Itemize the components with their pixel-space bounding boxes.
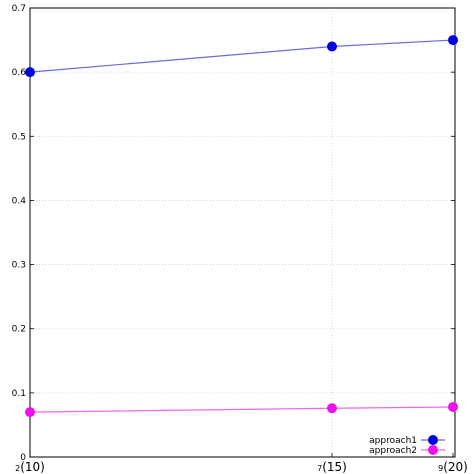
y-tick-label: 0.1 bbox=[12, 389, 26, 399]
legend-marker-approach1 bbox=[428, 435, 438, 445]
y-tick-label: 0.7 bbox=[12, 4, 26, 14]
axis-layer: 0 0.1 0.2 0.3 0.4 0.5 0.6 0.7 2(10) 7(15) 9(20) bbox=[12, 4, 468, 474]
data-point-approach1 bbox=[327, 41, 337, 52]
y-tick-label: 0 bbox=[20, 453, 26, 463]
data-point-approach2 bbox=[327, 403, 337, 414]
data-point-approach2 bbox=[25, 407, 35, 418]
x-tick-sub-label: 9 bbox=[438, 464, 443, 473]
x-tick-main-label: (15) bbox=[322, 460, 347, 474]
y-tick-label: 0.5 bbox=[12, 132, 26, 142]
y-tick-label: 0.4 bbox=[12, 196, 27, 206]
legend-label: approach2 bbox=[369, 446, 417, 456]
y-tick-label: 0.2 bbox=[12, 325, 26, 335]
plot-frame bbox=[29, 7, 456, 458]
x-tick-label: 7(15) bbox=[317, 460, 347, 474]
data-point-approach1 bbox=[25, 67, 35, 78]
x-tick-main-label: (10) bbox=[20, 460, 45, 474]
x-tick-sub-label: 2 bbox=[15, 464, 20, 473]
y-tick-label: 0.6 bbox=[12, 68, 27, 78]
legend-label: approach1 bbox=[369, 436, 417, 446]
grid-layer bbox=[30, 8, 455, 457]
x-tick-sub-label: 7 bbox=[317, 464, 322, 473]
x-tick-label: 9(20) bbox=[438, 460, 468, 474]
y-tick-label: 0.3 bbox=[12, 261, 26, 271]
x-tick-label: 2(10) bbox=[15, 460, 45, 474]
x-tick-main-label: (20) bbox=[443, 460, 468, 474]
legend-marker-approach2 bbox=[428, 445, 438, 455]
data-point-approach2 bbox=[448, 401, 458, 412]
data-point-approach1 bbox=[448, 35, 458, 46]
series-layer bbox=[25, 35, 458, 418]
